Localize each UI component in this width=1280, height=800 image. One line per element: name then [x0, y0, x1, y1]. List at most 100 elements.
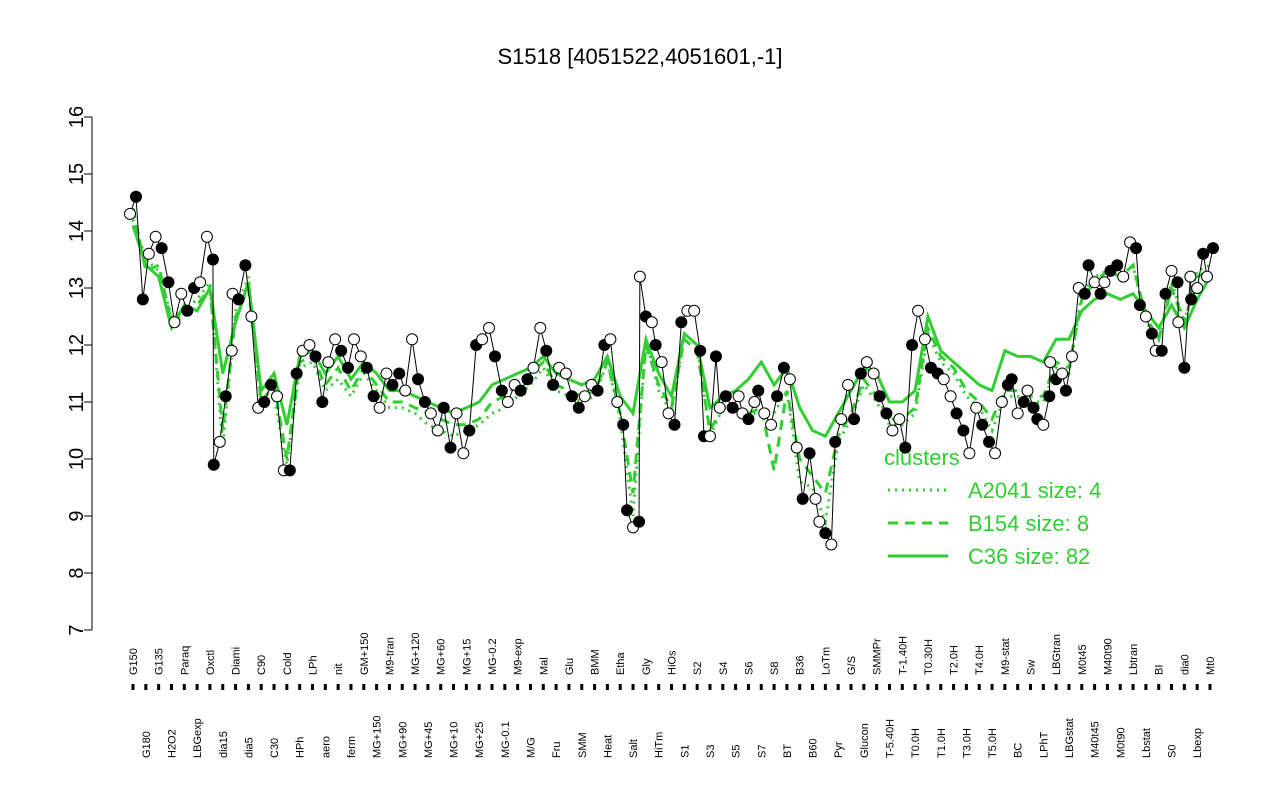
x-rug-mark	[554, 684, 558, 690]
x-rug-mark	[1157, 684, 1161, 690]
data-point	[860, 356, 873, 369]
data-point	[367, 390, 380, 403]
x-rug-mark	[811, 684, 815, 690]
data-point	[1185, 293, 1198, 306]
x-tick-label: Paraq	[179, 646, 191, 675]
data-point	[335, 344, 348, 357]
x-rug-mark	[734, 684, 738, 690]
data-point	[848, 413, 860, 426]
point-connector	[411, 339, 419, 380]
data-point	[809, 492, 822, 505]
x-rug-mark	[516, 684, 520, 690]
data-point	[142, 247, 155, 260]
point-connector	[1177, 322, 1185, 368]
x-tick-label: Glu	[564, 658, 576, 675]
data-point	[1098, 276, 1111, 289]
x-tick-label: M9-stat	[1000, 638, 1012, 675]
x-rug-mark	[195, 684, 199, 690]
x-rug-mark	[1105, 684, 1109, 690]
data-point	[155, 242, 168, 255]
data-point	[777, 361, 790, 374]
data-point	[578, 390, 591, 403]
x-rug-mark	[259, 684, 263, 690]
data-point	[1111, 259, 1124, 272]
data-point	[232, 293, 245, 306]
point-connector	[167, 282, 175, 323]
data-point	[354, 350, 367, 363]
data-point	[431, 424, 444, 437]
point-connector	[1183, 276, 1191, 368]
x-tick-label: Etha	[615, 651, 627, 675]
x-rug-mark	[285, 684, 289, 690]
data-point	[393, 367, 406, 380]
data-point	[245, 310, 258, 323]
y-tick-label: 14	[66, 220, 88, 242]
x-tick-label: S8	[769, 662, 781, 675]
x-rug-mark	[131, 684, 135, 690]
x-tick-label: Lbstat	[1141, 728, 1153, 758]
data-point	[437, 401, 450, 414]
x-tick-label: S5	[731, 745, 743, 758]
data-point	[668, 418, 681, 431]
data-point	[611, 396, 624, 408]
data-point	[752, 384, 765, 397]
x-rug-mark	[221, 684, 225, 690]
point-connector	[674, 322, 682, 425]
data-point	[168, 316, 181, 329]
x-tick-label: Fru	[551, 742, 563, 759]
point-connector	[994, 401, 1003, 454]
data-point	[1207, 242, 1219, 255]
data-point	[873, 390, 886, 403]
point-connector	[289, 373, 298, 471]
x-rug-mark	[900, 684, 904, 690]
data-point	[1082, 259, 1095, 272]
data-point	[194, 276, 207, 289]
x-rug-mark	[682, 684, 686, 690]
x-rug-mark	[464, 684, 468, 690]
chart-title: S1518 [4051522,4051601,-1]	[497, 44, 782, 69]
legend-entry-label: B154 size: 8	[968, 511, 1089, 536]
data-point	[316, 396, 329, 408]
data-point	[329, 333, 342, 346]
x-rug-mark	[387, 684, 391, 690]
data-point	[617, 418, 630, 431]
x-tick-label: HPh	[295, 737, 307, 758]
x-rug-mark	[1131, 684, 1135, 690]
data-point	[886, 424, 899, 437]
data-point	[688, 304, 701, 317]
x-rug-mark	[1003, 684, 1007, 690]
data-point	[572, 401, 585, 414]
data-point	[514, 384, 527, 397]
data-point	[463, 424, 476, 437]
x-rug-mark	[567, 684, 571, 690]
point-connector	[622, 424, 628, 511]
x-rug-mark	[169, 684, 173, 690]
x-rug-mark	[362, 684, 366, 690]
point-connector	[443, 407, 452, 448]
data-point	[457, 447, 470, 460]
x-tick-label: S7	[756, 745, 768, 758]
y-tick-label: 16	[66, 106, 88, 128]
x-tick-label: G/S	[846, 656, 858, 675]
data-point	[742, 413, 755, 426]
x-tick-label: S0	[1167, 745, 1179, 758]
data-point	[130, 190, 142, 203]
y-tick-label: 15	[66, 163, 88, 185]
data-point	[983, 435, 996, 448]
point-connector	[904, 344, 913, 448]
x-rug-mark	[926, 684, 930, 690]
x-tick-label: dia5	[243, 737, 255, 758]
point-connector	[225, 350, 233, 397]
x-tick-label: dia15	[218, 731, 230, 758]
x-tick-label: C30	[269, 738, 281, 758]
y-tick-label: 8	[66, 567, 88, 578]
x-rug-mark	[1054, 684, 1058, 690]
x-rug-mark	[272, 684, 276, 690]
data-point	[591, 384, 604, 397]
data-point	[406, 333, 419, 346]
data-point	[649, 339, 662, 351]
point-connector	[661, 362, 669, 414]
data-point	[149, 230, 162, 243]
x-tick-label: MG+90	[397, 722, 409, 758]
point-connector	[250, 316, 259, 408]
